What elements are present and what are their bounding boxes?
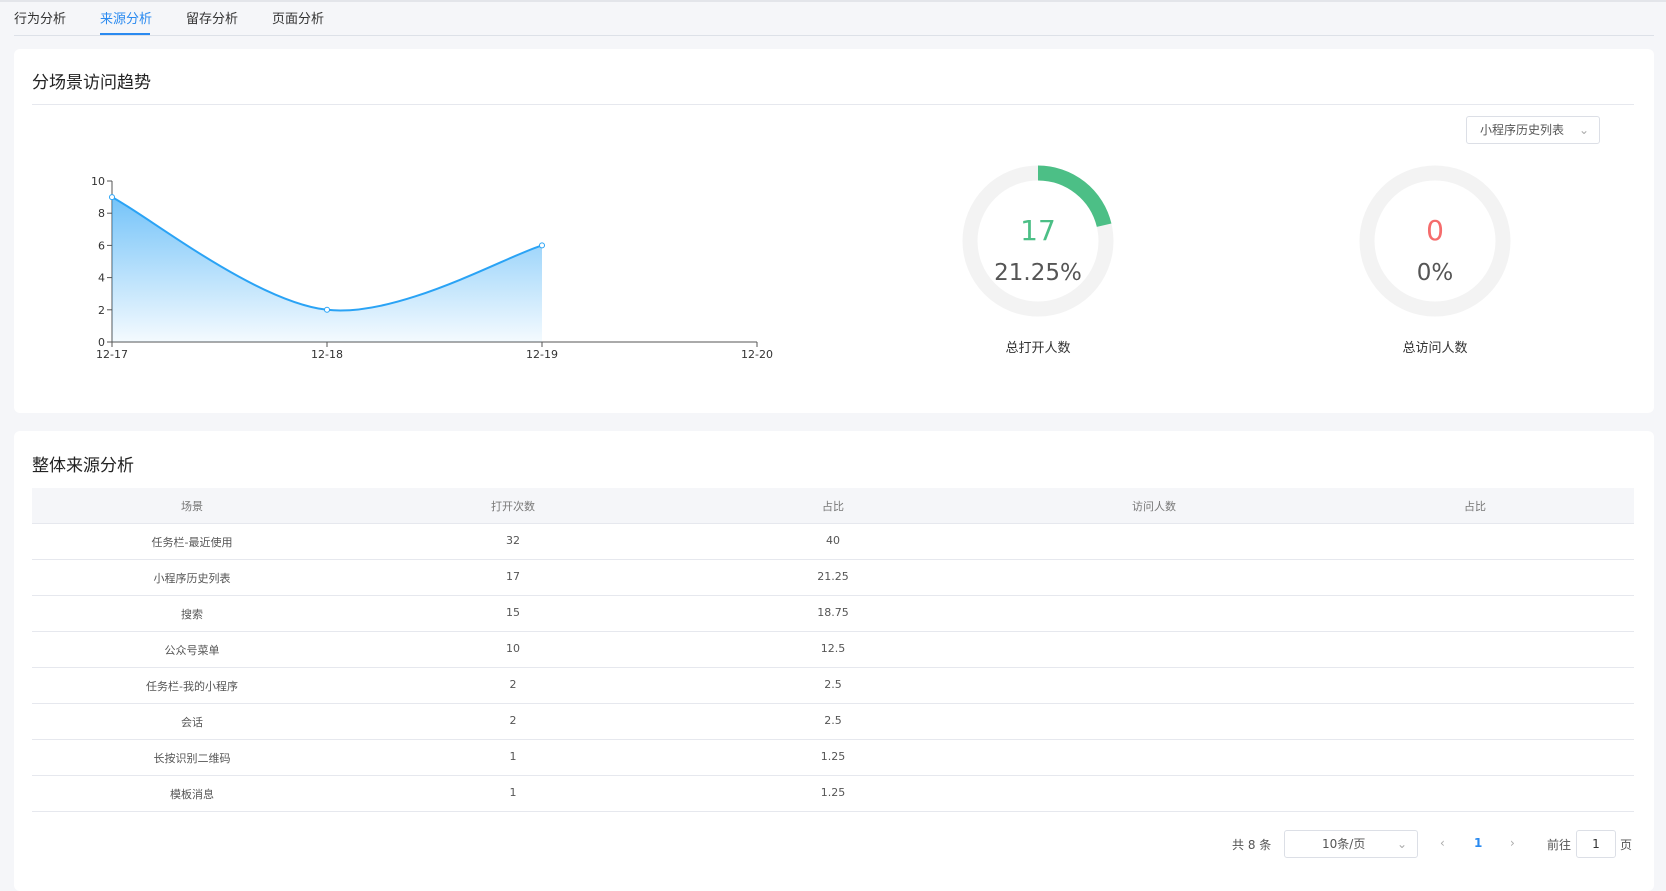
point	[324, 306, 330, 313]
goto-input[interactable]: 1	[1576, 830, 1616, 858]
card-title: 整体来源分析	[32, 456, 134, 476]
y-tick-label: 0	[98, 336, 105, 349]
gauge-track	[1359, 165, 1511, 317]
page: 行为分析 来源分析 留存分析 页面分析 分场景访问趋势 小程序历史列表 ⌄ 0 2 4 6 8 1…	[0, 0, 1666, 858]
gauge-value: 17	[1020, 214, 1056, 247]
gauge-percent: 0%	[1417, 260, 1454, 286]
active-tab-indicator	[100, 33, 150, 35]
table-cell: 12.5	[820, 642, 846, 655]
y-tick-label: 4	[98, 272, 105, 285]
total: 共 8 条	[1232, 838, 1272, 852]
card-title: 分场景访问趋势	[32, 73, 151, 93]
goto-label: 前往	[1547, 838, 1572, 852]
current-page[interactable]: 1	[1474, 836, 1483, 850]
page-suffix: 页	[1620, 838, 1633, 852]
page-size-text: 10条/页	[1322, 837, 1366, 851]
table-cell: 1	[509, 750, 517, 763]
table-cell: 15	[506, 606, 520, 619]
table-cell: 1	[509, 786, 517, 799]
prev-page[interactable]: ‹	[1440, 836, 1445, 850]
select-caret: ⌄	[1396, 837, 1407, 851]
header-cell: 场景	[181, 500, 203, 513]
row-line	[32, 631, 1634, 632]
y-tick-label: 8	[98, 207, 105, 220]
header-cell: 占比	[822, 500, 844, 513]
x-tick-label: 12-20	[741, 348, 773, 361]
table-cell: 18.75	[817, 606, 849, 619]
y-tick-label: 6	[98, 239, 105, 252]
trend-chart: 0 2 4 6 8 10 12-17 12-18 12-19 12-20 17 21.25% 总打开人数…	[91, 165, 1511, 361]
table-cell: 2.5	[824, 714, 842, 727]
next-page[interactable]: ›	[1510, 836, 1515, 850]
row-line	[32, 739, 1634, 740]
header-cell: 访问人数	[1132, 500, 1176, 513]
table-header	[32, 488, 1634, 523]
table-cell: 任务栏-我的小程序	[146, 680, 238, 693]
row-line	[32, 595, 1634, 596]
table-cell: 21.25	[817, 570, 849, 583]
table-cell: 长按识别二维码	[153, 752, 231, 765]
scene-dropdown[interactable]: 小程序历史列表 ⌄	[1466, 116, 1600, 144]
table-cell: 32	[506, 534, 520, 547]
row-line	[32, 667, 1634, 668]
table-cell: 搜索	[181, 608, 203, 621]
table-cell: 模板消息	[170, 788, 214, 801]
point	[539, 242, 545, 249]
table-cell: 2	[509, 678, 517, 691]
gauge-label: 总访问人数	[1402, 341, 1467, 356]
gauge-value: 0	[1426, 214, 1444, 247]
row-line	[32, 559, 1634, 560]
table-cell: 任务栏-最近使用	[151, 536, 233, 549]
table-cell: 小程序历史列表	[153, 572, 231, 585]
top-border	[0, 0, 1666, 2]
gauge-label: 总打开人数	[1005, 341, 1070, 356]
table-cell: 会话	[181, 716, 203, 729]
y-tick-label: 10	[91, 175, 105, 188]
table-cell: 10	[506, 642, 520, 655]
gauge-percent: 21.25%	[994, 260, 1082, 286]
row-line	[32, 811, 1634, 812]
trend-card	[14, 49, 1654, 413]
area	[112, 197, 542, 342]
tab[interactable]: 行为分析	[14, 12, 67, 27]
y-tick-label: 2	[98, 304, 105, 317]
x-tick-label: 12-17	[96, 348, 128, 361]
table-cell: 2	[509, 714, 517, 727]
table-cell: 1.25	[820, 750, 846, 763]
dropdown-text: 小程序历史列表	[1480, 123, 1565, 137]
divider	[32, 104, 1634, 105]
row-line	[32, 775, 1634, 776]
table-cell: 40	[826, 534, 840, 547]
tab[interactable]: 留存分析	[186, 12, 239, 27]
page-size-select[interactable]: 10条/页 ⌄	[1284, 830, 1418, 858]
header-cell: 占比	[1464, 500, 1486, 513]
point	[109, 194, 115, 201]
row-line	[32, 523, 1634, 524]
table-cell: 2.5	[824, 678, 842, 691]
tab-baseline	[14, 35, 1654, 36]
x-tick-label: 12-19	[526, 348, 558, 361]
x-tick-label: 12-18	[311, 348, 343, 361]
table-cell: 公众号菜单	[164, 644, 220, 657]
table-cell: 17	[506, 570, 520, 583]
tab[interactable]: 页面分析	[272, 12, 325, 27]
row-line	[32, 703, 1634, 704]
table-cell: 1.25	[820, 786, 846, 799]
gauge-arc	[962, 165, 1114, 317]
dropdown-caret: ⌄	[1578, 123, 1589, 137]
header-cell: 打开次数	[491, 500, 535, 513]
tab[interactable]: 来源分析	[100, 12, 153, 27]
